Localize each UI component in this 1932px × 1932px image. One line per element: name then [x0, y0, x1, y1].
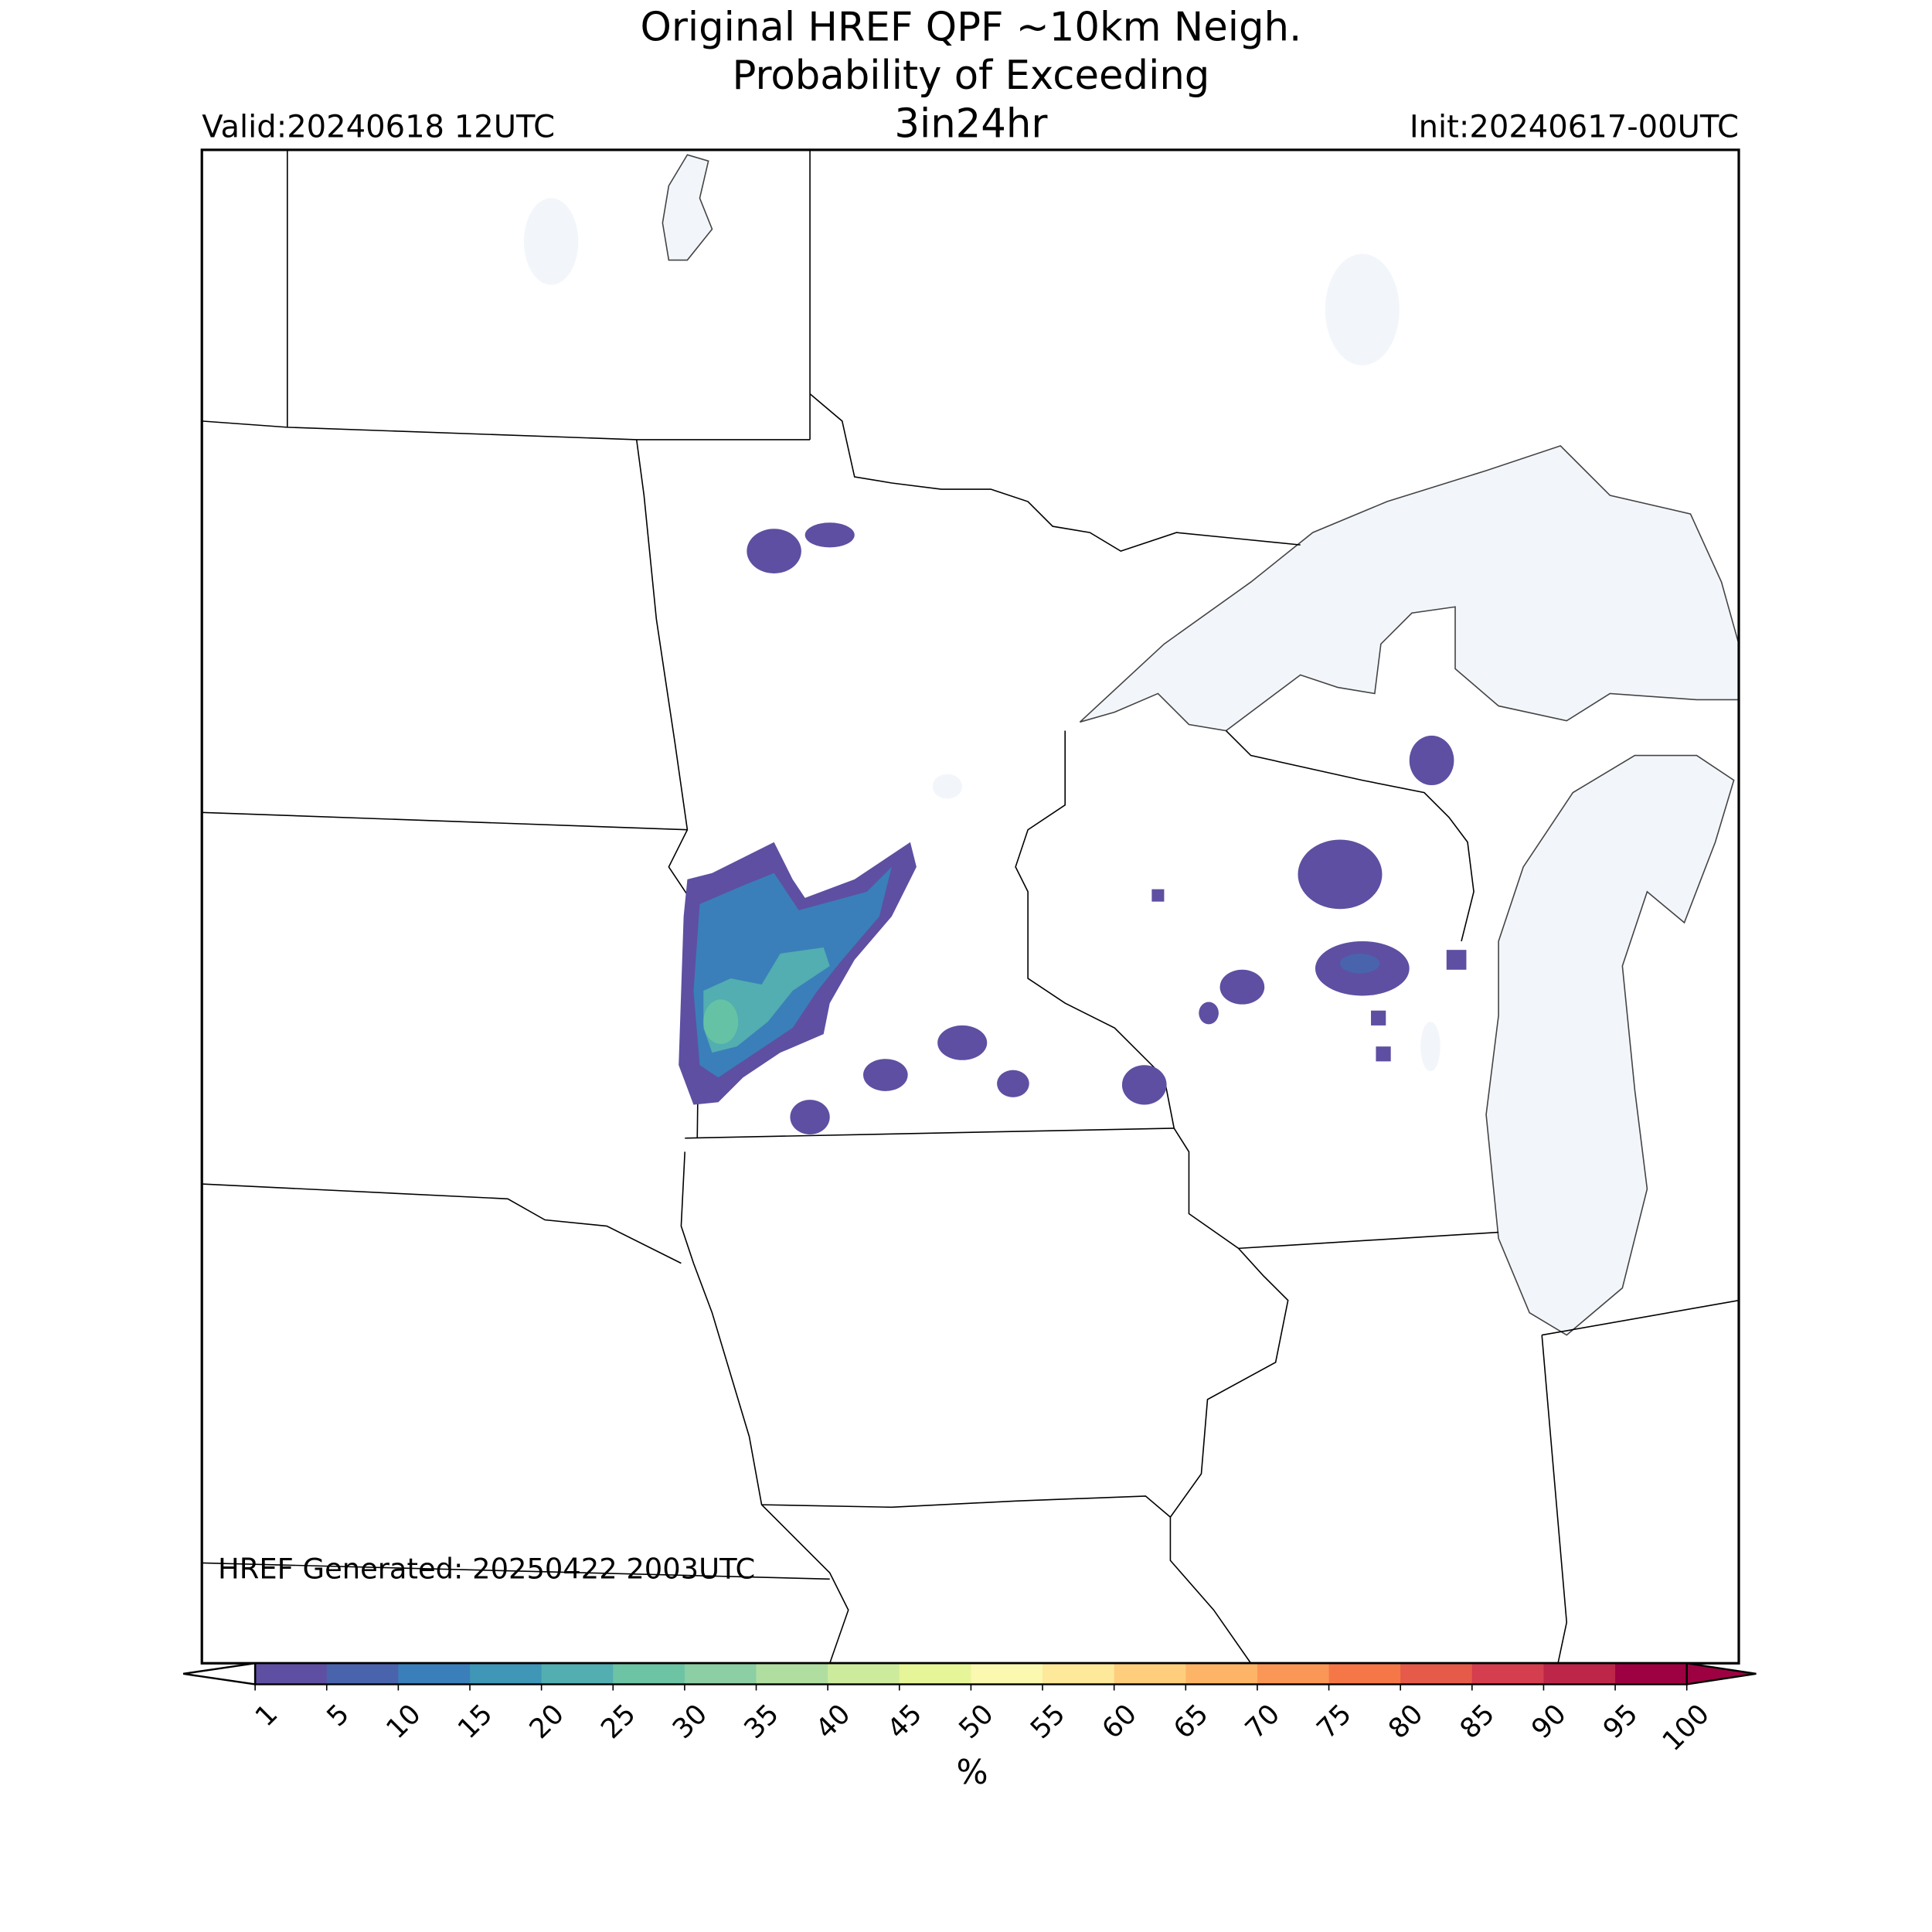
colorbar-tick-label: 50 [953, 1698, 1000, 1745]
colorbar-tick-label: 75 [1311, 1698, 1358, 1745]
prob-area [1376, 1046, 1391, 1062]
probability-areas [679, 522, 1467, 1134]
border [1238, 1231, 1499, 1250]
colorbar-segment [1615, 1663, 1688, 1685]
prob-area [1121, 1065, 1167, 1105]
border [1542, 1299, 1740, 1336]
colorbar-tick-label: 80 [1383, 1698, 1430, 1745]
colorbar-segment [899, 1663, 972, 1685]
colorbar-tick-label: 1 [250, 1698, 284, 1733]
border [202, 811, 688, 831]
lake [523, 198, 579, 285]
colorbar-label: % [956, 1753, 988, 1792]
colorbar: 1 5 10 15 20 25 30 35 40 45 50 55 60 65 70 75 80 85 90 95 10… [183, 1662, 1757, 1757]
colorbar-tick-label: 10 [380, 1698, 427, 1745]
colorbar-segment [1185, 1663, 1258, 1685]
border [680, 1151, 849, 1664]
colorbar-tick-label: 70 [1239, 1698, 1286, 1745]
colorbar-segment [1114, 1663, 1187, 1685]
colorbar-segment [255, 1663, 328, 1685]
colorbar-tick-label: 95 [1597, 1698, 1645, 1745]
colorbar-segment [541, 1663, 614, 1685]
colorbar-tick-label: 90 [1526, 1698, 1573, 1745]
colorbar-segment [1471, 1663, 1545, 1685]
border [1541, 1335, 1568, 1664]
colorbar-tick-label: 60 [1096, 1698, 1143, 1745]
colorbar-tick-label: 15 [452, 1698, 499, 1745]
colorbar-extend-low [183, 1662, 257, 1685]
prob-area [937, 1025, 988, 1060]
valid-time: Valid:20240618 12UTC [202, 110, 555, 145]
colorbar-frame [253, 1662, 1688, 1685]
map-frame [200, 148, 1740, 1665]
prob-area [1446, 950, 1467, 970]
colorbar-tick-label: 85 [1454, 1698, 1501, 1745]
colorbar-segment [828, 1663, 900, 1685]
colorbar-tick-label: 40 [810, 1698, 857, 1745]
border [1169, 1128, 1289, 1664]
lake-winnipeg [662, 154, 713, 261]
colorbar-extend-high [1685, 1662, 1757, 1685]
colorbar-tick-label: 35 [738, 1698, 785, 1745]
prob-area [747, 529, 801, 573]
prob-area [790, 1100, 830, 1134]
colorbar-segment [470, 1663, 543, 1685]
colorbar-segment [1328, 1663, 1401, 1685]
border [1225, 730, 1475, 942]
border [202, 420, 811, 440]
colorbar-segment [756, 1663, 828, 1685]
init-time: Init:20240617-00UTC [1410, 110, 1739, 145]
title-line: Probability of Exceeding [732, 53, 1209, 99]
prob-area [1219, 969, 1265, 1005]
lake [1420, 1022, 1440, 1072]
prob-area [1151, 889, 1165, 902]
prob-area [1409, 735, 1454, 786]
colorbar-tick-label: 20 [523, 1698, 570, 1745]
colorbar-segment [1543, 1663, 1616, 1685]
colorbar-tick-label: 30 [666, 1698, 713, 1745]
border [202, 1183, 682, 1264]
border [1015, 730, 1175, 1129]
lake [932, 774, 963, 799]
colorbar-tick-label: 25 [595, 1698, 642, 1745]
colorbar-tick-label: 5 [321, 1698, 355, 1733]
colorbar-segment [613, 1663, 685, 1685]
border [761, 1495, 1171, 1518]
colorbar-segment [1400, 1663, 1473, 1685]
colorbar-segment [398, 1663, 471, 1685]
map [200, 148, 1740, 1665]
colorbar-segment [1257, 1663, 1330, 1685]
colorbar-segment [1043, 1663, 1115, 1685]
colorbar-segment [684, 1663, 757, 1685]
prob-area [1371, 1010, 1386, 1026]
prob-area [703, 999, 739, 1044]
lake-michigan [1485, 754, 1735, 1336]
border [809, 393, 1301, 553]
colorbar-tick-label: 55 [1025, 1698, 1072, 1745]
border [202, 1562, 830, 1580]
colorbar-tick-label: 100 [1656, 1698, 1716, 1757]
border [685, 1128, 1175, 1139]
prob-area [862, 1059, 908, 1091]
prob-area [804, 522, 855, 548]
prob-area [1298, 839, 1383, 910]
generated-time: HREF Generated: 20250422 2003UTC [218, 1553, 755, 1586]
colorbar-segment [971, 1663, 1043, 1685]
title-line: 3in24hr [894, 100, 1048, 147]
title-line: Original HREF QPF ~10km Neigh. [640, 4, 1301, 50]
colorbar-tick-label: 65 [1168, 1698, 1215, 1745]
lake [1325, 253, 1400, 366]
colorbar-segment [326, 1663, 400, 1685]
prob-area [1199, 1002, 1219, 1025]
prob-area [997, 1070, 1029, 1097]
lake-superior [1079, 445, 1740, 732]
colorbar-tick-label: 45 [881, 1698, 928, 1745]
prob-area [1339, 953, 1380, 974]
